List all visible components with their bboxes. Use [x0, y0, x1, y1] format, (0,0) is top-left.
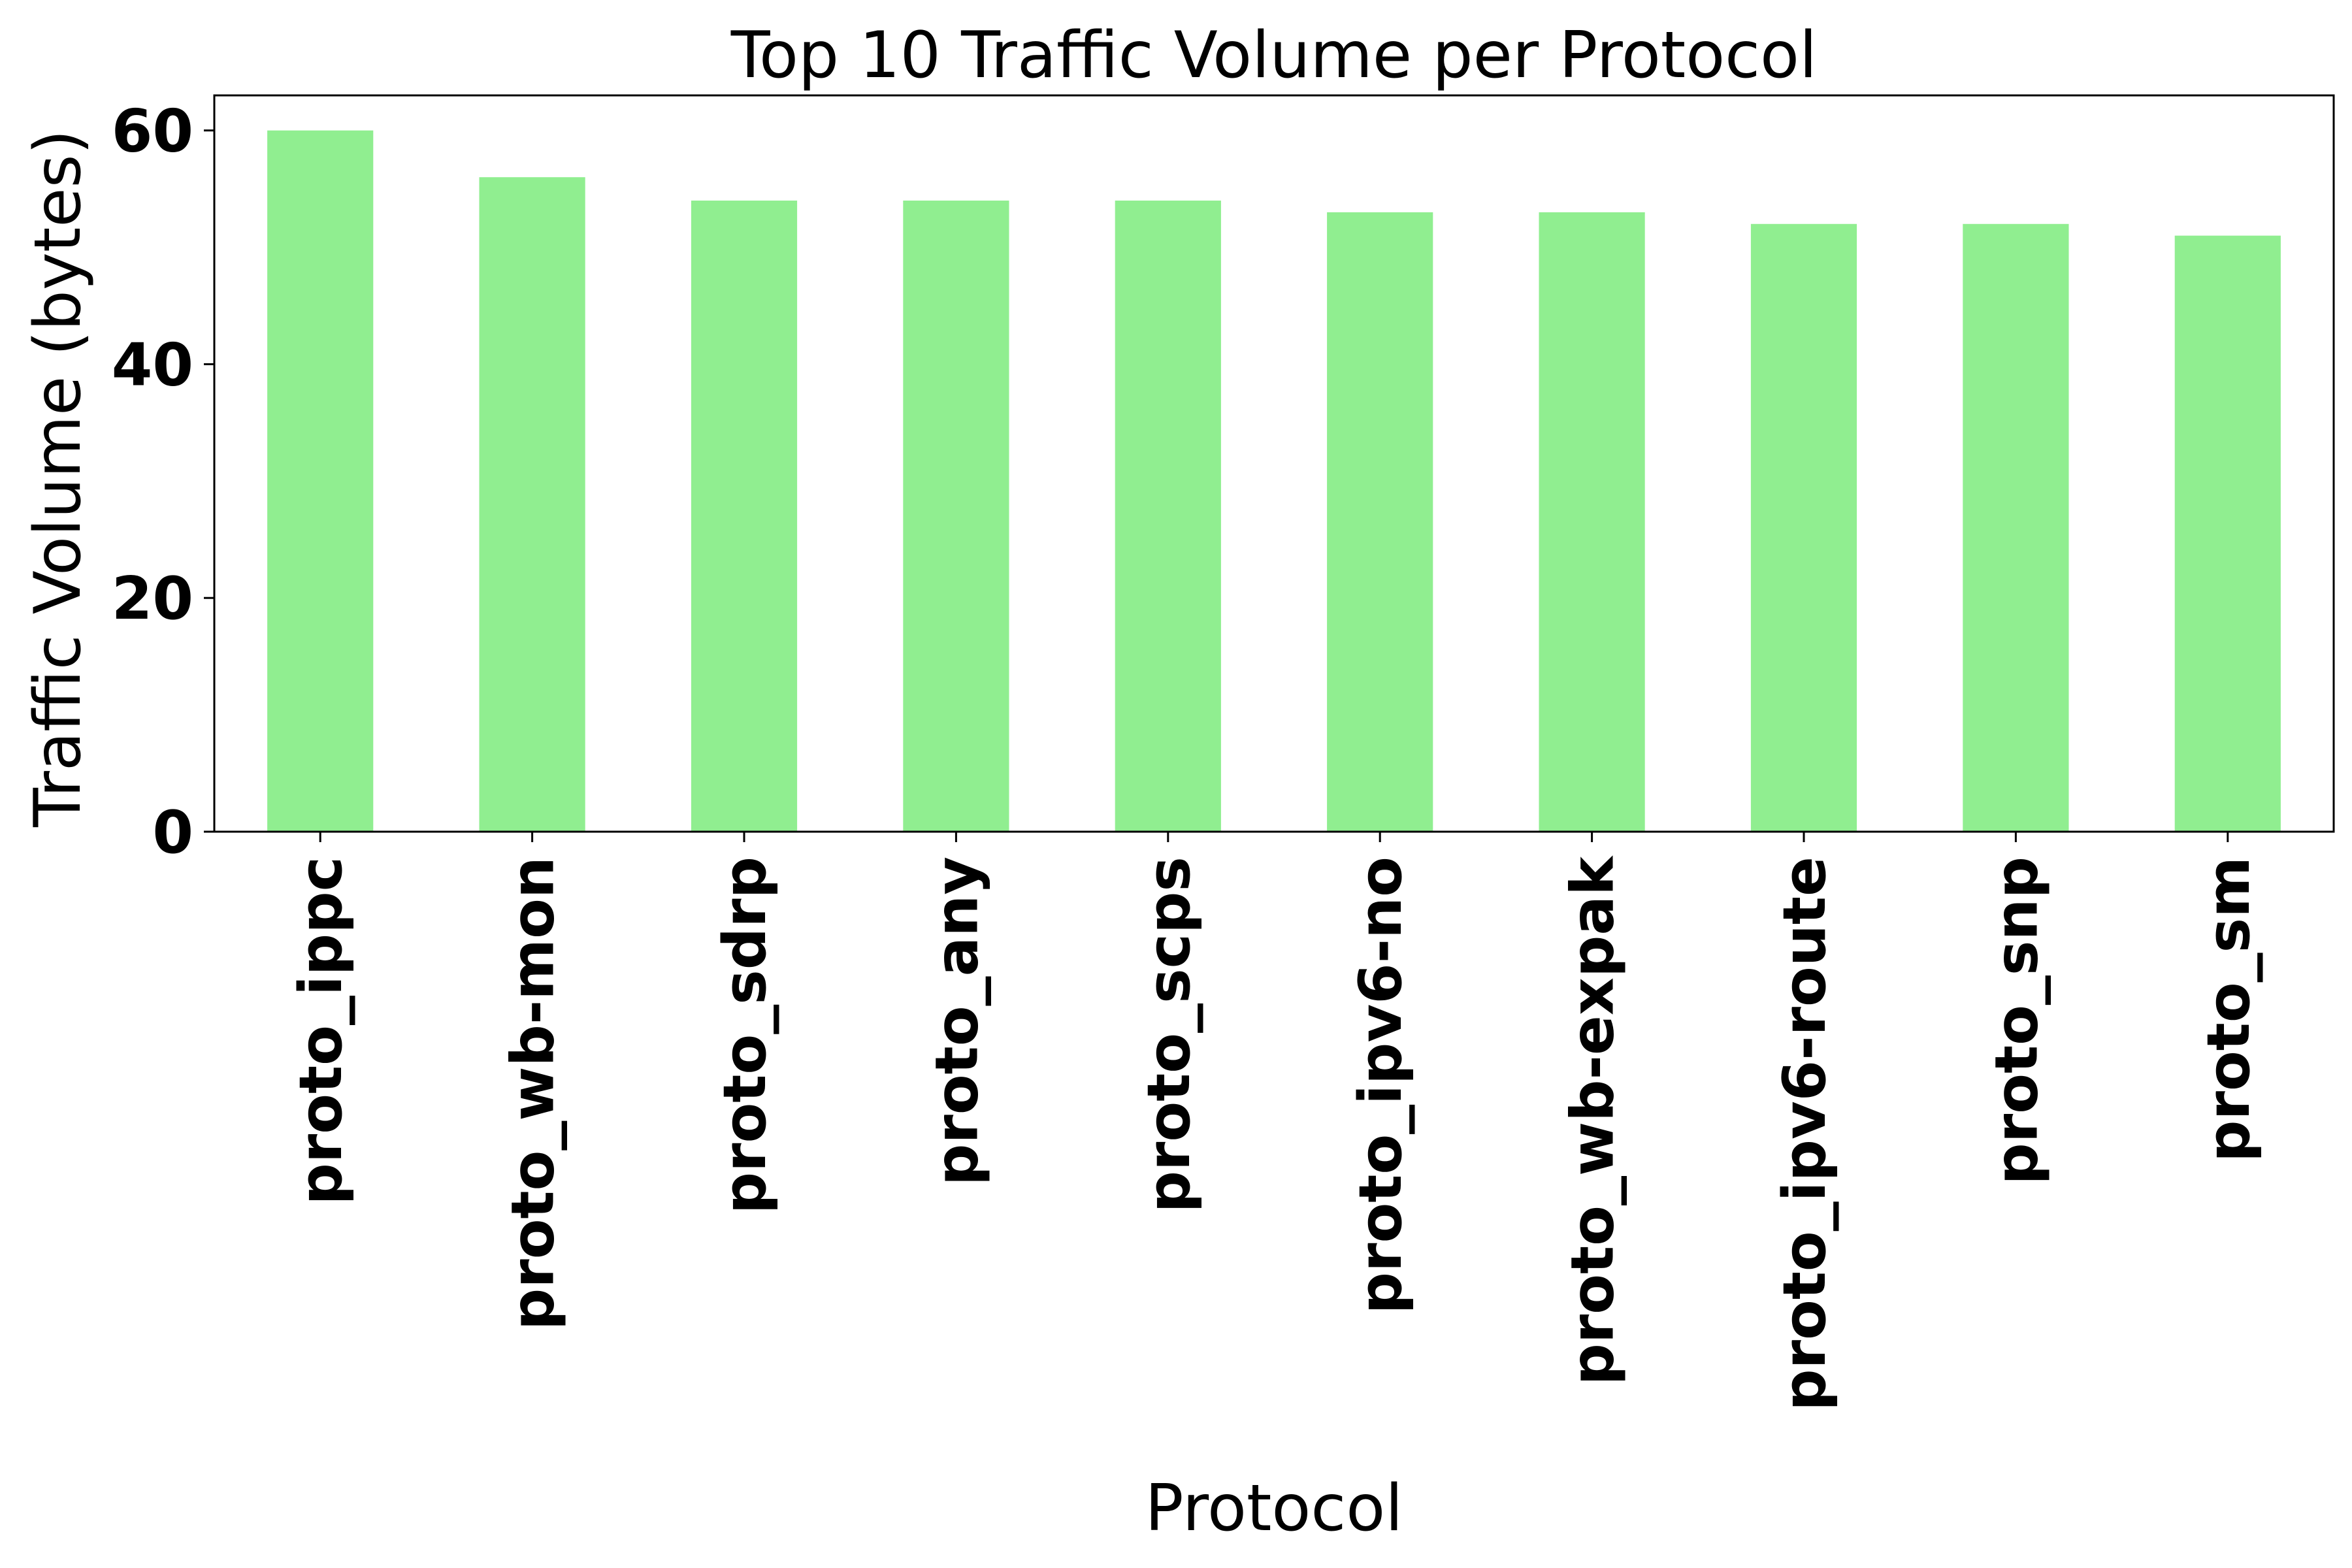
x-axis-ticks: proto_ippc proto_wb-mon proto_sdrp proto_an…	[287, 832, 2263, 1411]
bar-proto_ipv6-route	[1750, 223, 1857, 832]
x-axis-label: Protocol	[1145, 1471, 1403, 1546]
x-tick-label: proto_ipv6-no	[1347, 857, 1415, 1314]
bars-group	[267, 130, 2281, 832]
y-tick-label: 40	[112, 331, 193, 399]
x-tick-label: proto_sm	[2195, 857, 2263, 1162]
y-tick-label: 60	[112, 97, 193, 166]
bar-proto_ipv6-no	[1327, 212, 1433, 832]
x-tick-label: proto_snp	[1982, 857, 2051, 1185]
bar-proto_scps	[1115, 201, 1221, 832]
x-tick-label: proto_wb-expak	[1559, 855, 1627, 1386]
x-tick-label: proto_ipv6-route	[1771, 857, 1839, 1411]
x-tick-label: proto_any	[923, 857, 991, 1186]
bar-proto_sdrp	[691, 201, 798, 832]
y-tick-label: 0	[152, 798, 193, 867]
chart-title: Top 10 Traffic Volume per Protocol	[730, 18, 1817, 93]
bar-proto_wb-expak	[1539, 212, 1645, 832]
y-tick-label: 20	[112, 564, 193, 633]
bar-proto_wb-mon	[479, 177, 585, 832]
x-tick-label: proto_sdrp	[711, 857, 779, 1214]
x-tick-label: proto_scps	[1135, 857, 1203, 1213]
bar-proto_snp	[1963, 223, 2069, 832]
bar-proto_any	[903, 201, 1009, 832]
x-tick-label: proto_wb-mon	[499, 857, 568, 1330]
bar-proto_sm	[2174, 235, 2281, 832]
y-axis-label: Traffic Volume (bytes)	[21, 129, 95, 828]
x-tick-label: proto_ippc	[287, 857, 355, 1205]
y-axis-ticks: 0 20 40 60	[112, 97, 214, 867]
plot-frame	[213, 94, 2335, 833]
bar-proto_ippc	[267, 130, 374, 832]
